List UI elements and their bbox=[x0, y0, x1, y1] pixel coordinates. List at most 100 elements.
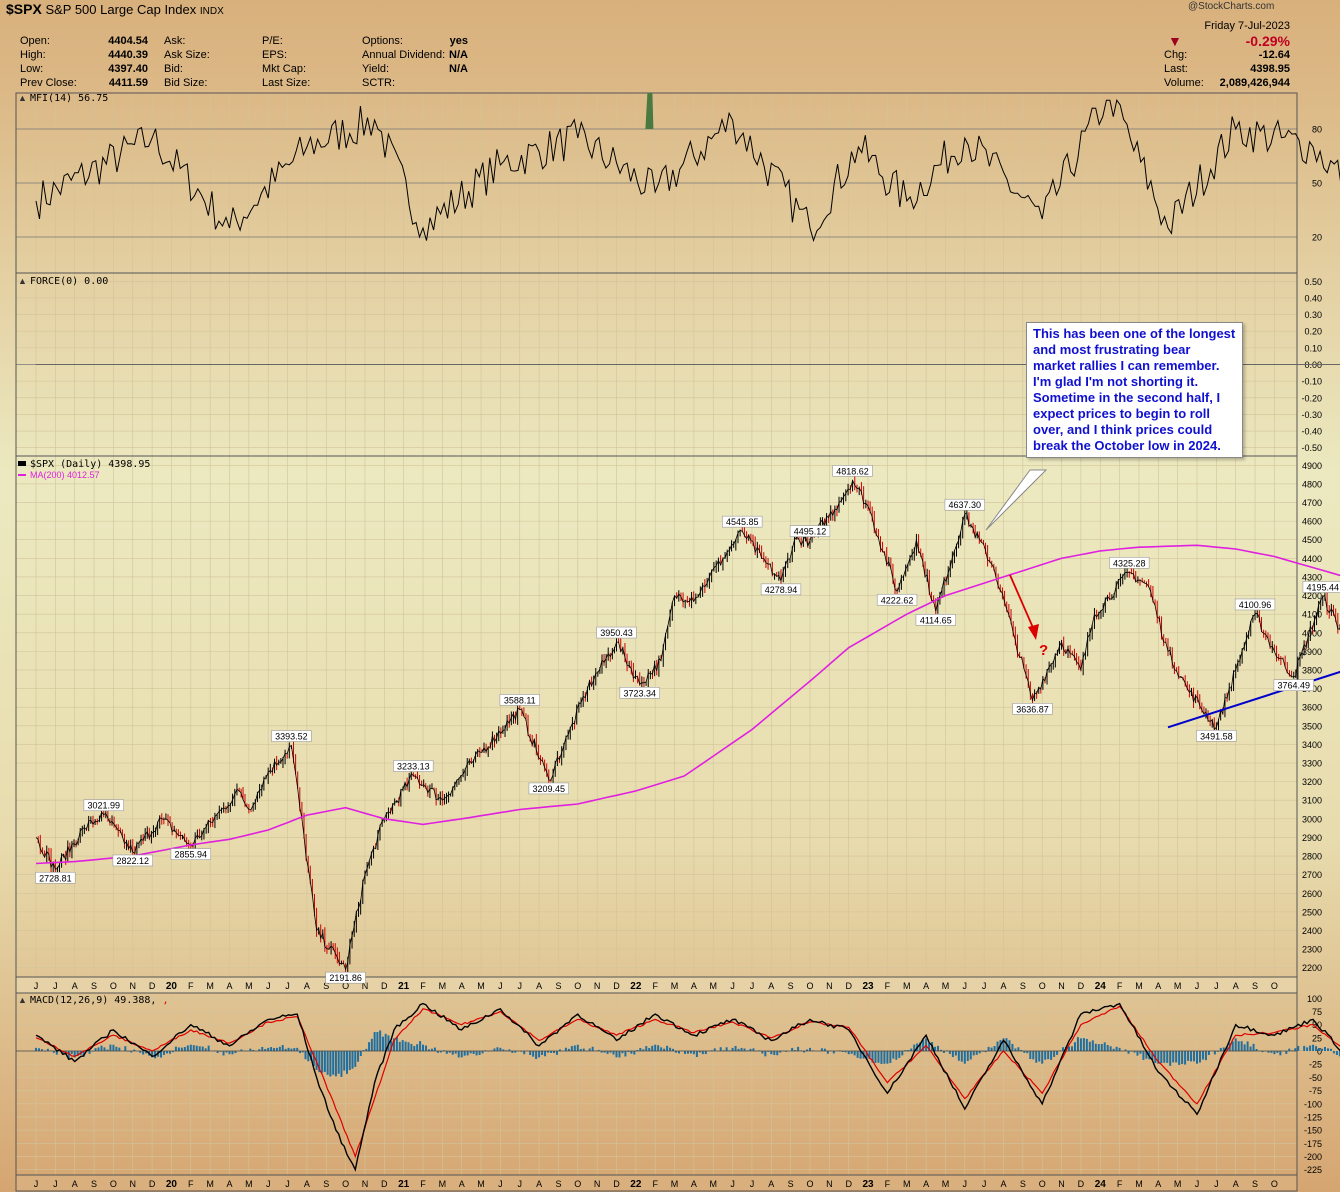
month-tick-label: N bbox=[826, 1179, 833, 1189]
month-tick-label: J bbox=[963, 981, 968, 991]
quote-value: N/A bbox=[449, 49, 468, 61]
quote-right-row: Last: 4398.95 bbox=[1164, 62, 1290, 76]
quote-label: Options: bbox=[362, 35, 403, 47]
chart-header: $SPX S&P 500 Large Cap Index INDX bbox=[6, 2, 224, 19]
y-tick-label: -75 bbox=[1309, 1086, 1322, 1096]
y-tick-label: 4600 bbox=[1302, 517, 1322, 527]
month-tick-label: J bbox=[498, 1179, 503, 1189]
month-tick-label: O bbox=[110, 981, 117, 991]
quote-label: EPS: bbox=[262, 49, 288, 61]
y-tick-label: 4200 bbox=[1302, 591, 1322, 601]
quote-right: Chg: -12.64 Last: 4398.95 Volume: 2,089,426,9… bbox=[1164, 48, 1290, 90]
y-tick-label: 0.30 bbox=[1304, 310, 1322, 320]
month-tick-label: N bbox=[130, 1179, 137, 1189]
y-tick-label: -0.20 bbox=[1301, 393, 1322, 403]
quote-row: Open: 4404.54 bbox=[20, 34, 148, 48]
month-tick-label: O bbox=[574, 1179, 581, 1189]
watermark: @StockCharts.com bbox=[1188, 1, 1275, 12]
month-tick-label: M bbox=[477, 981, 485, 991]
y-tick-label: -200 bbox=[1304, 1152, 1322, 1162]
month-tick-label: A bbox=[923, 981, 929, 991]
month-tick-label: F bbox=[1117, 1179, 1123, 1189]
month-tick-label: S bbox=[91, 981, 97, 991]
down-arrow-head bbox=[1028, 624, 1039, 640]
month-tick-label: M bbox=[710, 1179, 718, 1189]
month-tick-label: J bbox=[750, 1179, 755, 1189]
month-tick-label: M bbox=[671, 981, 679, 991]
month-tick-label: O bbox=[1271, 981, 1278, 991]
y-tick-label: 75 bbox=[1312, 1007, 1322, 1017]
price-label-box bbox=[35, 871, 76, 884]
price-label-box bbox=[1273, 679, 1314, 691]
month-tick-label: 20 bbox=[166, 1179, 178, 1190]
y-tick-label: 4700 bbox=[1302, 498, 1322, 508]
down-arrow-icon: ▼ bbox=[1168, 33, 1182, 49]
month-tick-label: O bbox=[806, 1179, 813, 1189]
quote-row: SCTR: bbox=[362, 76, 468, 90]
quote-right-row: Volume: 2,089,426,944 bbox=[1164, 76, 1290, 90]
annotation-box: This has been one of the longest and mos… bbox=[1026, 322, 1243, 458]
month-tick-label: J bbox=[53, 981, 58, 991]
month-tick-label: 23 bbox=[862, 981, 874, 992]
y-tick-label: 3100 bbox=[1302, 796, 1322, 806]
month-tick-label: 22 bbox=[630, 1179, 642, 1190]
month-tick-label: S bbox=[555, 981, 561, 991]
price-label-box bbox=[596, 626, 637, 639]
index-name: S&P 500 Large Cap Index bbox=[45, 2, 197, 17]
month-tick-label: S bbox=[788, 1179, 794, 1189]
quote-label: Low: bbox=[20, 63, 44, 75]
quote-label: Annual Dividend: bbox=[362, 49, 446, 61]
month-tick-label: J bbox=[266, 1179, 271, 1189]
price-label: 3233.13 bbox=[397, 761, 430, 771]
y-tick-label: 3200 bbox=[1302, 777, 1322, 787]
mfi-overbought-fill bbox=[645, 93, 654, 129]
month-tick-label: F bbox=[188, 981, 194, 991]
month-tick-label: A bbox=[226, 1179, 232, 1189]
price-label: 4637.30 bbox=[949, 500, 982, 510]
month-tick-label: N bbox=[1058, 1179, 1065, 1189]
y-tick-label: 3600 bbox=[1302, 703, 1322, 713]
month-tick-label: F bbox=[420, 981, 426, 991]
month-tick-label: A bbox=[691, 1179, 697, 1189]
mfi-line bbox=[35, 98, 1340, 243]
month-tick-label: D bbox=[381, 1179, 388, 1189]
price-label: 3021.99 bbox=[87, 801, 120, 811]
month-tick-label: O bbox=[1271, 1179, 1278, 1189]
ma200-line bbox=[35, 544, 1340, 865]
price-label: 4100.96 bbox=[1239, 600, 1272, 610]
quote-label: Bid: bbox=[164, 63, 183, 75]
price-label-box bbox=[876, 593, 918, 606]
quote-row: Bid: bbox=[164, 62, 244, 76]
month-tick-label: S bbox=[1252, 1179, 1258, 1189]
month-tick-label: J bbox=[266, 981, 271, 991]
quote-label: Open: bbox=[20, 35, 50, 47]
quote-col-2: Ask: Ask Size: Bid: Bid Size: bbox=[164, 34, 244, 90]
month-tick-label: D bbox=[1078, 981, 1085, 991]
month-tick-label: O bbox=[574, 981, 581, 991]
quote-row: Prev Close: 4411.59 bbox=[20, 76, 148, 90]
quote-value: 4440.39 bbox=[108, 49, 148, 61]
quote-row: EPS: bbox=[262, 48, 342, 62]
month-tick-label: S bbox=[1020, 1179, 1026, 1189]
ma-legend: MA(200) 4012.57 bbox=[30, 470, 100, 480]
y-tick-label: 100 bbox=[1307, 994, 1322, 1004]
month-tick-label: S bbox=[788, 981, 794, 991]
grid bbox=[16, 93, 1297, 1175]
quote-value bbox=[448, 76, 468, 90]
month-tick-label: A bbox=[459, 981, 465, 991]
month-tick-label: 24 bbox=[1095, 1179, 1107, 1190]
quote-value: N/A bbox=[449, 63, 468, 75]
quote-col-4: Options: yes Annual Dividend: N/A Yield: N/A S… bbox=[362, 34, 468, 90]
month-tick-label: A bbox=[1000, 1179, 1006, 1189]
price-label-box bbox=[1012, 703, 1053, 715]
quote-row: Yield: N/A bbox=[362, 62, 468, 76]
price-label: 2855.94 bbox=[175, 850, 208, 860]
price-label-box bbox=[325, 971, 366, 984]
pane-icon: ▲ bbox=[18, 93, 27, 103]
month-tick-label: A bbox=[768, 1179, 774, 1189]
month-tick-label: M bbox=[942, 1179, 950, 1189]
month-tick-label: J bbox=[34, 981, 39, 991]
y-tick-label: 2700 bbox=[1302, 870, 1322, 880]
y-tick-label: -0.50 bbox=[1301, 443, 1322, 453]
month-tick-label: M bbox=[1135, 1179, 1143, 1189]
